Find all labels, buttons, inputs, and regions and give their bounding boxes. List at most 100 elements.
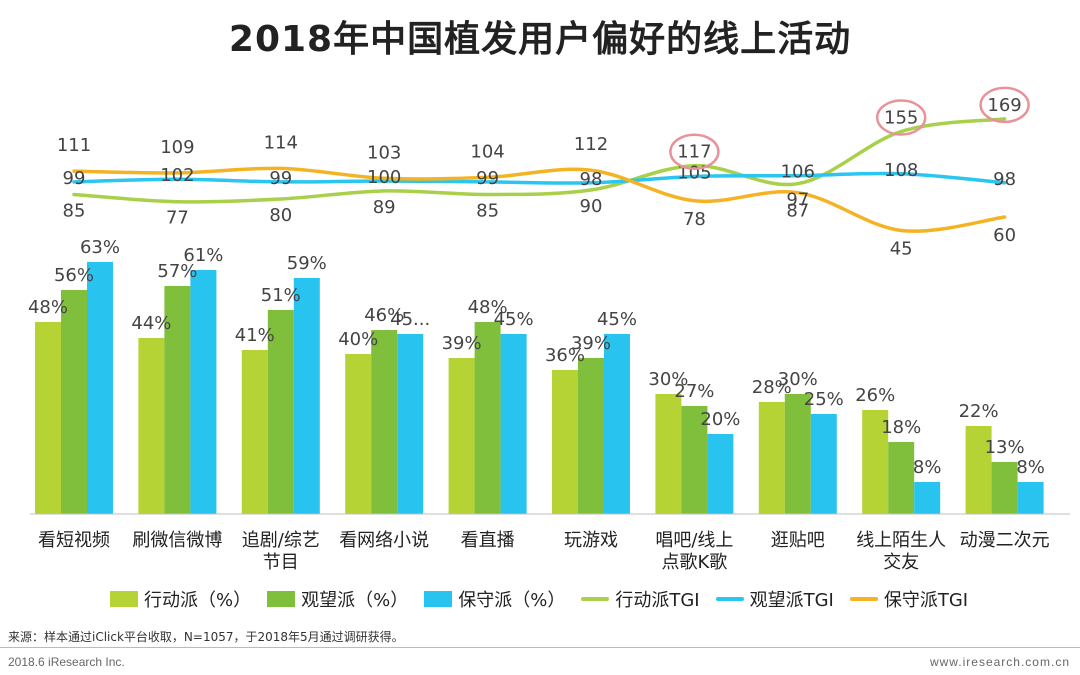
bar-0-0 <box>35 322 61 514</box>
legend-swatch-1 <box>267 591 296 607</box>
tgi-label-1-3: 100 <box>367 167 401 188</box>
bar-0-2 <box>241 350 268 514</box>
source-note: 来源：样本通过iClick平台收取，N=1057，于2018年5月通过调研获得。 <box>8 630 404 644</box>
bar-2-3 <box>397 334 424 514</box>
bar-2-8 <box>914 482 941 514</box>
bar-1-3 <box>371 330 398 514</box>
tgi-label-0-7: 97 <box>786 190 809 211</box>
legend-item-5: 保守派TGI <box>849 586 969 612</box>
bar-2-4 <box>500 334 527 514</box>
legend-label-5: 保守派TGI <box>883 590 969 611</box>
legend-swatch-4 <box>715 597 744 601</box>
tgi-label-1-9: 98 <box>993 169 1016 190</box>
bar-label-0-3: 40% <box>338 329 378 350</box>
legend-swatch-2 <box>424 591 453 607</box>
tgi-label-2-8: 45 <box>890 239 913 260</box>
tgi-label-1-7: 106 <box>781 162 815 183</box>
bar-0-8 <box>862 410 889 514</box>
bar-label-1-8: 18% <box>881 417 921 438</box>
highlight-circle-2 <box>979 86 1030 124</box>
chart-title: 2018年中国植发用户偏好的线上活动 <box>228 19 852 60</box>
bar-2-6 <box>707 434 734 514</box>
legend-label-4: 观望派TGI <box>749 590 834 611</box>
tgi-label-0-8: 155 <box>884 108 918 129</box>
bar-label-0-4: 39% <box>442 333 482 354</box>
legend-swatch-3 <box>581 597 610 601</box>
tgi-lines-layer <box>72 117 1007 233</box>
highlight-circle-1 <box>875 99 927 136</box>
tgi-label-0-6: 117 <box>677 142 711 163</box>
tgi-label-0-0: 85 <box>63 201 86 222</box>
footer-website: www.iresearch.com.cn <box>929 655 1070 669</box>
legend-item-4: 观望派TGI <box>715 586 834 612</box>
bars-layer <box>35 262 1044 514</box>
bar-label-2-4: 45% <box>494 309 534 330</box>
tgi-label-2-2: 114 <box>264 132 298 153</box>
bar-0-7 <box>758 402 785 514</box>
legend-label-0: 行动派（%） <box>144 590 252 611</box>
tgi-label-0-4: 85 <box>476 201 499 222</box>
bar-1-9 <box>991 462 1018 514</box>
bar-2-5 <box>604 334 630 514</box>
tgi-label-0-9: 169 <box>987 95 1021 116</box>
tgi-label-1-0: 99 <box>63 168 86 189</box>
legend-item-2: 保守派（%） <box>424 586 565 612</box>
bar-2-0 <box>87 262 113 514</box>
bar-0-6 <box>655 394 682 514</box>
category-label-2-1: 节目 <box>263 552 299 573</box>
category-label-6-0: 唱吧/线上 <box>655 530 733 551</box>
bar-label-2-3: 45... <box>390 309 430 330</box>
bar-label-2-6: 20% <box>700 409 740 430</box>
bar-2-1 <box>190 270 217 514</box>
bar-1-6 <box>681 406 708 514</box>
bar-label-1-5: 39% <box>571 333 611 354</box>
bar-0-1 <box>138 338 165 514</box>
category-label-2-0: 追剧/综艺 <box>242 530 320 551</box>
tgi-label-2-9: 60 <box>993 225 1016 246</box>
tgi-label-2-1: 109 <box>160 137 194 158</box>
bar-labels-layer: 48%44%41% 40% 39%36%30% 28% 26%22%56% 57%51%4… <box>28 237 1045 478</box>
tgi-line-1 <box>72 171 1007 185</box>
tgi-label-2-6: 78 <box>683 209 706 230</box>
bar-label-0-7: 28% <box>752 377 792 398</box>
bar-label-1-4: 48% <box>468 297 508 318</box>
tgi-label-2-3: 103 <box>367 142 401 163</box>
bar-label-1-1: 57% <box>157 261 197 282</box>
tgi-label-2-0: 111 <box>57 135 91 156</box>
category-label-3-0: 看网络小说 <box>339 530 429 551</box>
chart-canvas: 48%44%41% 40% 39%36%30% 28% 26%22%56% 57%51%4… <box>28 86 1070 573</box>
bar-label-1-9: 13% <box>985 437 1025 458</box>
legend-item-1: 观望派（%） <box>267 586 408 612</box>
bar-1-8 <box>888 442 915 514</box>
tgi-label-2-4: 104 <box>470 141 504 162</box>
tgi-label-1-1: 102 <box>160 165 194 186</box>
tgi-label-1-2: 99 <box>269 168 292 189</box>
category-label-1-0: 刷微信微博 <box>132 530 222 551</box>
tgi-label-0-1: 77 <box>166 208 189 229</box>
tgi-label-0-2: 80 <box>269 205 292 226</box>
bar-label-0-6: 30% <box>648 369 688 390</box>
bar-1-4 <box>474 322 501 514</box>
bar-label-2-5: 45% <box>597 309 637 330</box>
bar-1-7 <box>784 394 811 514</box>
bar-1-0 <box>61 290 87 514</box>
category-label-7-0: 逛贴吧 <box>771 530 825 551</box>
legend: 行动派（%） 观望派（%） 保守派（%） 行动派TGI 观望派TGI 保守派TGI <box>110 586 968 612</box>
tgi-label-0-3: 89 <box>373 197 396 218</box>
bar-0-3 <box>345 354 372 514</box>
bar-2-7 <box>810 414 837 514</box>
bar-label-0-0: 48% <box>28 297 68 318</box>
legend-label-3: 行动派TGI <box>615 590 700 611</box>
legend-item-0: 行动派（%） <box>110 586 251 612</box>
category-label-8-1: 交友 <box>883 552 919 573</box>
category-label-6-1: 点歌K歌 <box>661 552 727 573</box>
bar-1-1 <box>164 286 191 514</box>
category-label-8-0: 线上陌生人 <box>856 530 946 551</box>
footer-divider <box>0 647 1080 648</box>
bar-2-9 <box>1017 482 1044 514</box>
bar-label-1-6: 27% <box>674 381 714 402</box>
tgi-line-0 <box>72 117 1007 204</box>
bar-2-2 <box>293 278 320 514</box>
